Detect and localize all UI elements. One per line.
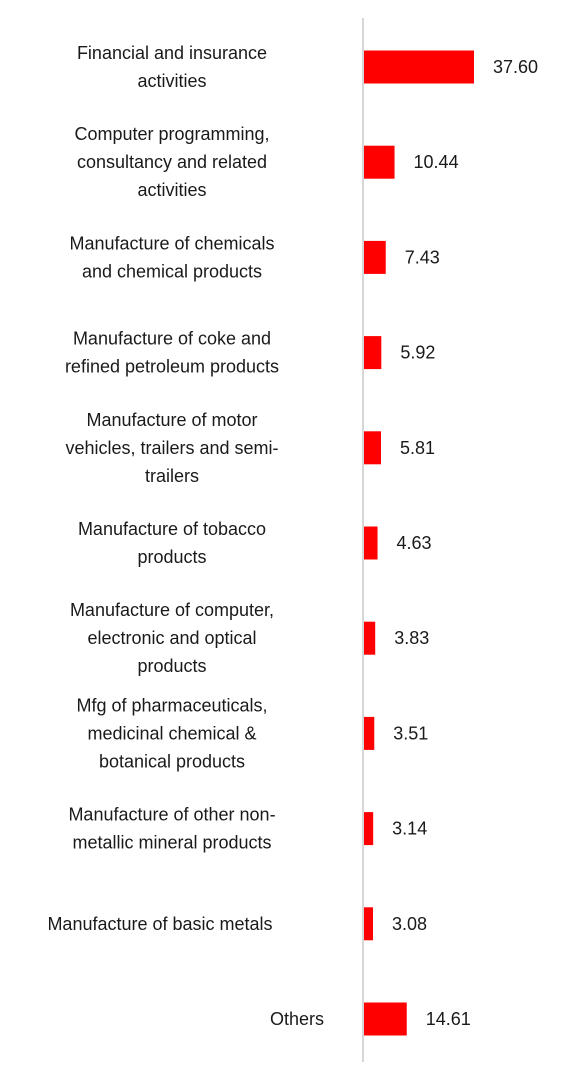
bar: [364, 336, 382, 370]
data-label: 7.43: [405, 247, 440, 267]
bar: [364, 907, 374, 941]
category-label: Mfg of pharmaceuticals, medicinal chemica…: [76, 695, 267, 771]
category-label: Manufacture of chemicals and chemical pro…: [69, 233, 274, 281]
bar: [364, 812, 374, 846]
data-label: 5.92: [400, 343, 435, 363]
category-label: Manufacture of basic metals: [47, 914, 272, 934]
bar: [364, 716, 375, 750]
bar: [364, 431, 381, 465]
category-label: Manufacture of coke and refined petroleum…: [65, 329, 279, 377]
data-label: 3.08: [392, 914, 427, 934]
data-label: 10.44: [414, 152, 459, 172]
data-label: 14.61: [426, 1009, 471, 1029]
category-label: Manufacture of other non-metallic minera…: [68, 805, 275, 853]
category-label: Manufacture of tobacco products: [78, 519, 266, 567]
category-label: Financial and insurance activities: [77, 43, 267, 91]
data-label: 4.63: [397, 533, 432, 553]
data-label: 3.51: [393, 723, 428, 743]
category-label: Manufacture of computer, electronic and o…: [70, 600, 274, 676]
data-label: 5.81: [400, 438, 435, 458]
bars-group: 37.60 Financial and insurance activities 10…: [47, 43, 538, 1036]
category-label: Others: [270, 1009, 324, 1029]
bar: [364, 1002, 407, 1036]
bar: [364, 145, 395, 179]
bar: [364, 526, 378, 560]
bar: [364, 240, 386, 274]
category-label: Manufacture of motor vehicles, trailers a…: [65, 410, 278, 486]
category-label: Computer programming, consultancy and rel…: [74, 124, 269, 200]
data-label: 3.83: [394, 628, 429, 648]
bar: [364, 50, 474, 84]
data-label: 37.60: [493, 57, 538, 77]
data-label: 3.14: [392, 819, 427, 839]
bar: [364, 621, 376, 655]
